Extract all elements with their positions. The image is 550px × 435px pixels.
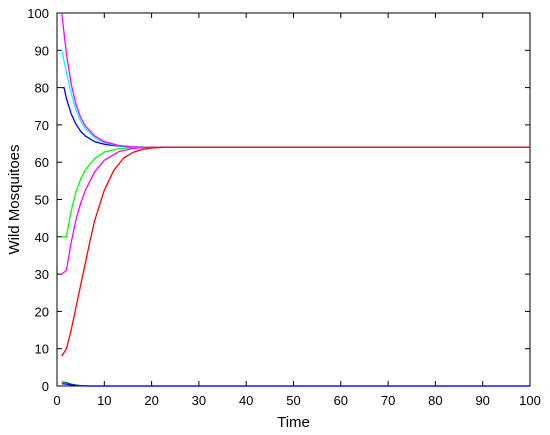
x-tick-label: 90 bbox=[475, 393, 489, 408]
series-line-2 bbox=[61, 50, 530, 148]
x-tick-label: 0 bbox=[53, 393, 60, 408]
y-tick-label: 10 bbox=[35, 342, 49, 357]
series-line-8 bbox=[61, 383, 530, 387]
x-tick-label: 30 bbox=[192, 393, 206, 408]
y-tick-label: 0 bbox=[42, 379, 49, 394]
y-tick-label: 30 bbox=[35, 267, 49, 282]
y-tick-label: 40 bbox=[35, 230, 49, 245]
y-tick-label: 100 bbox=[27, 6, 49, 21]
x-tick-label: 40 bbox=[239, 393, 253, 408]
y-tick-label: 90 bbox=[35, 43, 49, 58]
x-tick-label: 20 bbox=[144, 393, 158, 408]
y-tick-label: 80 bbox=[35, 81, 49, 96]
x-tick-label: 50 bbox=[286, 393, 300, 408]
series-line-3 bbox=[61, 12, 530, 148]
y-tick-label: 20 bbox=[35, 304, 49, 319]
x-tick-label: 60 bbox=[334, 393, 348, 408]
plot-area bbox=[56, 12, 531, 387]
series-line-4 bbox=[61, 146, 530, 238]
x-tick-label: 100 bbox=[519, 393, 541, 408]
series-line-6 bbox=[61, 146, 530, 357]
x-tick-label: 10 bbox=[97, 393, 111, 408]
x-axis-label: Time bbox=[277, 414, 310, 431]
y-tick-label: 50 bbox=[35, 193, 49, 208]
series-line-5 bbox=[61, 146, 530, 275]
y-tick-label: 70 bbox=[35, 118, 49, 133]
x-tick-label: 80 bbox=[428, 393, 442, 408]
series-line-1 bbox=[61, 86, 530, 148]
y-axis-label: Wild Mosquitoes bbox=[6, 144, 23, 254]
x-tick-label: 70 bbox=[381, 393, 395, 408]
y-tick-label: 60 bbox=[35, 155, 49, 170]
